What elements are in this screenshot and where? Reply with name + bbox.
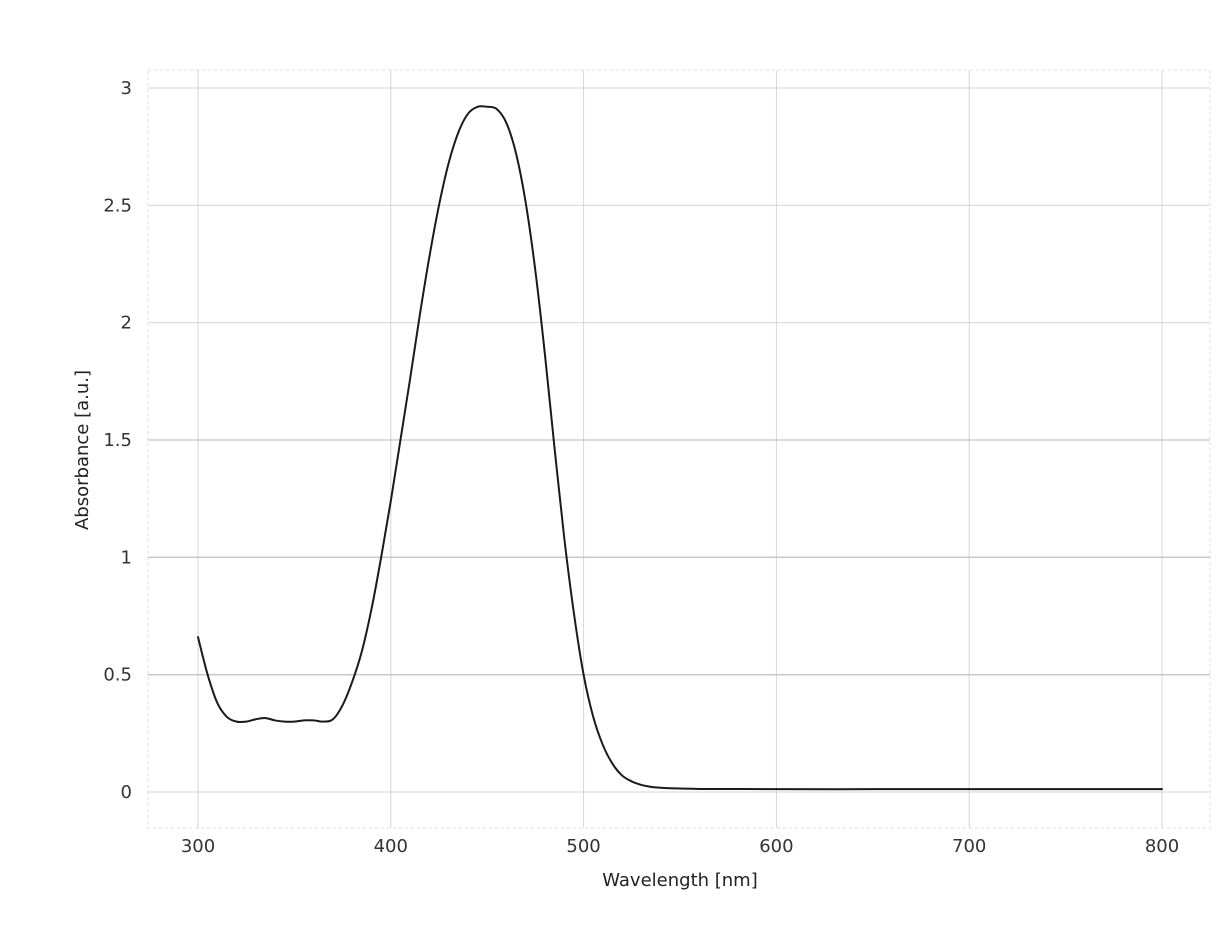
plot-area	[147, 69, 1211, 829]
y-tick-label: 0	[121, 782, 132, 803]
y-tick-label: 1.5	[103, 430, 132, 451]
y-tick-label: 1	[121, 547, 132, 568]
x-tick-label: 600	[759, 836, 793, 857]
x-tick-labels: 300 400 500 600 700 800	[181, 836, 1179, 857]
x-tick-label: 300	[181, 836, 215, 857]
y-tick-label: 2.5	[103, 195, 132, 216]
y-tick-label: 3	[121, 78, 132, 99]
x-tick-label: 800	[1145, 836, 1179, 857]
x-axis-title: Wavelength [nm]	[602, 870, 758, 891]
x-tick-label: 400	[374, 836, 408, 857]
y-tick-label: 2	[121, 313, 132, 334]
x-tick-label: 500	[566, 836, 600, 857]
y-tick-labels: 0 0.5 1 1.5 2 2.5 3	[103, 78, 132, 803]
series-group	[197, 105, 1163, 791]
x-tick-label: 700	[952, 836, 986, 857]
y-axis-title: Absorbance [a.u.]	[72, 370, 93, 530]
y-tick-label: 0.5	[103, 665, 132, 686]
absorbance-series-line	[197, 105, 1163, 791]
grid	[148, 70, 1210, 828]
